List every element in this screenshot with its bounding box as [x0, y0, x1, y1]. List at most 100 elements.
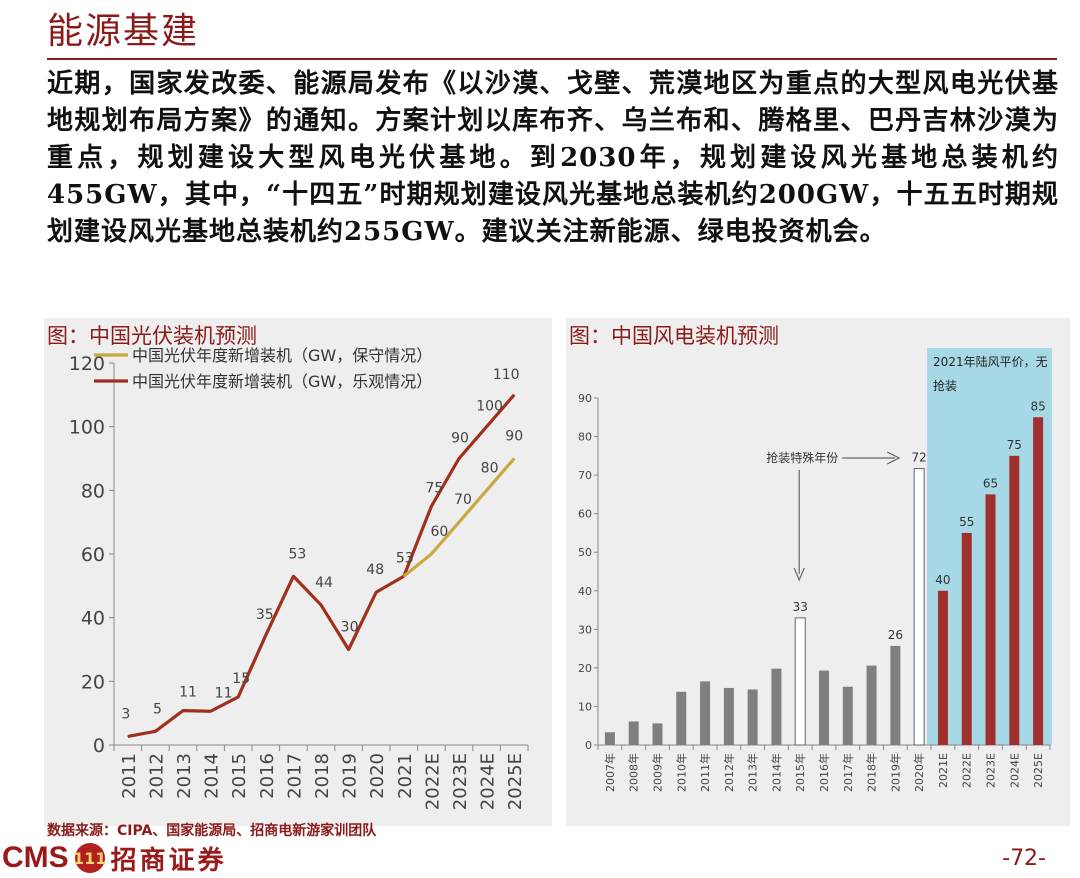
pv-x-tick-label: 2020 [367, 753, 388, 799]
pv-x-tick-label: 2014 [202, 753, 223, 799]
pv-optimistic-data-label: 3 [121, 706, 130, 722]
pv-y-tick-label: 20 [81, 671, 105, 693]
pv-x-tick-label: 2019 [340, 753, 361, 799]
wind-y-tick-label: 50 [578, 546, 592, 559]
pv-y-tick-label: 80 [81, 480, 105, 502]
pv-chart-title: 图：中国光伏装机预测 [47, 324, 257, 348]
wind-bar [723, 687, 734, 745]
pv-optimistic-data-label: 11 [179, 685, 197, 701]
wind-y-tick-label: 20 [578, 662, 592, 675]
legend-optimistic-label: 中国光伏年度新增装机（GW，乐观情况） [132, 372, 432, 391]
pv-x-tick-label: 2011 [119, 753, 140, 799]
wind-x-tick-label: 2020年 [912, 753, 926, 792]
wind-x-tick-label: 2018年 [865, 753, 879, 792]
wind-chart-panel: 图：中国风电装机预测 0 10 20 30 40 50 60 70 80 90 2007年 2008年… [566, 318, 1070, 826]
pv-conservative-point [486, 489, 488, 491]
wind-bar [961, 532, 972, 745]
pv-conservative-point [513, 458, 515, 459]
wind-x-tick-label: 2007年 [603, 753, 617, 792]
pv-optimistic-point [154, 730, 156, 732]
wind-y-tick-label: 40 [578, 585, 592, 598]
wind-y-tick-label: 30 [578, 623, 592, 636]
pv-optimistic-point [430, 505, 432, 507]
wind-x-tick-label: 2019年 [888, 753, 902, 792]
pv-x-tick-label: 2017 [284, 753, 305, 799]
wind-x-tick-label: 2008年 [627, 753, 641, 792]
logo-mark-icon: 111 [73, 843, 106, 873]
pv-optimistic-point [348, 649, 350, 650]
parity-annotation-line1: 2021年陆风平价，无 [933, 354, 1048, 369]
wind-x-tick-label: 2015年 [793, 753, 807, 792]
wind-bar [747, 689, 758, 745]
pv-optimistic-data-label: 11 [215, 685, 233, 701]
pv-optimistic-data-label: 5 [153, 701, 162, 717]
cms-logo: CMS 111 招商证券 [2, 840, 227, 876]
wind-bar [1033, 417, 1044, 745]
pv-conservative-data-label: 60 [430, 524, 448, 540]
wind-x-tick-label: 2017年 [841, 753, 855, 792]
pv-optimistic-point [292, 575, 294, 577]
logo-chinese: 招商证券 [110, 845, 227, 876]
pv-optimistic-data-label: 53 [396, 550, 414, 566]
pv-optimistic-data-label: 44 [315, 575, 333, 591]
wind-y-tick-label: 60 [578, 508, 592, 521]
rush-right-arrowhead [886, 451, 901, 465]
wind-y-tick-label: 0 [585, 739, 592, 752]
wind-data-label: 85 [1030, 399, 1045, 413]
pv-chart: 0 20 40 60 80 100 120 2011 2012 2013 2014 2015 2016 2… [69, 346, 529, 810]
pv-x-tick-label: 2013 [174, 753, 195, 799]
wind-chart: 0 10 20 30 40 50 60 70 80 90 2007年 2008年 2009年 2010年 2… [578, 348, 1052, 792]
wind-data-label: 75 [1007, 438, 1022, 452]
pv-optimistic-point [182, 710, 184, 712]
wind-x-tick-label: 2022E [961, 753, 974, 788]
pv-x-tick-label: 2018 [312, 753, 333, 799]
wind-bar [652, 723, 663, 745]
wind-data-label: 40 [935, 573, 950, 587]
wind-x-tick-label: 2021E [937, 753, 950, 788]
page-number: -72- [1002, 846, 1046, 871]
wind-x-tick-label: 2016年 [817, 753, 831, 792]
wind-y-tick-label: 70 [578, 469, 592, 482]
wind-bar [794, 617, 806, 746]
pv-optimistic-point [458, 458, 460, 459]
wind-x-tick-label: 2024E [1008, 753, 1021, 788]
data-source: 数据来源：CIPA、国家能源局、招商电新游家训团队 [47, 823, 377, 839]
pv-y-tick-label: 120 [69, 353, 105, 375]
pv-x-tick-label: 2012 [146, 753, 167, 799]
wind-bar [866, 665, 877, 745]
wind-bar [628, 721, 639, 745]
pv-optimistic-data-label: 53 [288, 546, 306, 562]
pv-conservative-data-label: 80 [481, 460, 499, 476]
wind-x-tick-label: 2025E [1032, 753, 1045, 788]
page-title: 能源基建 [47, 11, 200, 52]
rush-down-arrowhead [793, 567, 805, 582]
wind-x-tick-label: 2023E [985, 753, 998, 788]
pv-conservative-point [403, 575, 405, 577]
pv-optimistic-data-label: 90 [451, 431, 469, 447]
body-paragraph: 近期，国家发改委、能源局发布《以沙漠、戈壁、荒漠地区为重点的大型风电光伏基地规划… [47, 69, 1059, 247]
pv-optimistic-data-label: 30 [341, 620, 359, 636]
pv-optimistic-data-label: 110 [493, 367, 520, 383]
pv-optimistic-data-label: 48 [366, 562, 384, 578]
pv-x-tick-label: 2021 [395, 753, 416, 799]
wind-data-label: 55 [959, 515, 974, 529]
pv-x-tick-label: 2016 [257, 753, 278, 799]
rush-year-annotation: 抢装特殊年份 [766, 450, 838, 465]
wind-bar [676, 691, 687, 745]
parity-annotation-line2: 抢装 [933, 378, 957, 393]
wind-bar [604, 732, 615, 745]
wind-x-tick-label: 2011年 [698, 753, 712, 792]
pv-y-tick-label: 100 [69, 417, 105, 439]
wind-bar [985, 494, 996, 745]
pv-optimistic-point [210, 710, 212, 712]
legend-conservative-label: 中国光伏年度新增装机（GW，保守情况） [132, 346, 432, 365]
pv-chart-panel: 图：中国光伏装机预测 0 20 40 60 80 100 120 2011 2012 2013 20… [44, 318, 552, 826]
pv-optimistic-data-label: 35 [256, 607, 274, 623]
wind-y-tick-label: 90 [578, 392, 592, 405]
wind-x-tick-label: 2009年 [650, 753, 664, 792]
logo-latin: CMS [2, 841, 69, 874]
wind-data-label: 65 [983, 476, 998, 490]
pv-y-tick-label: 40 [81, 608, 105, 630]
wind-bar [700, 681, 711, 745]
wind-x-tick-label: 2014年 [769, 753, 783, 792]
